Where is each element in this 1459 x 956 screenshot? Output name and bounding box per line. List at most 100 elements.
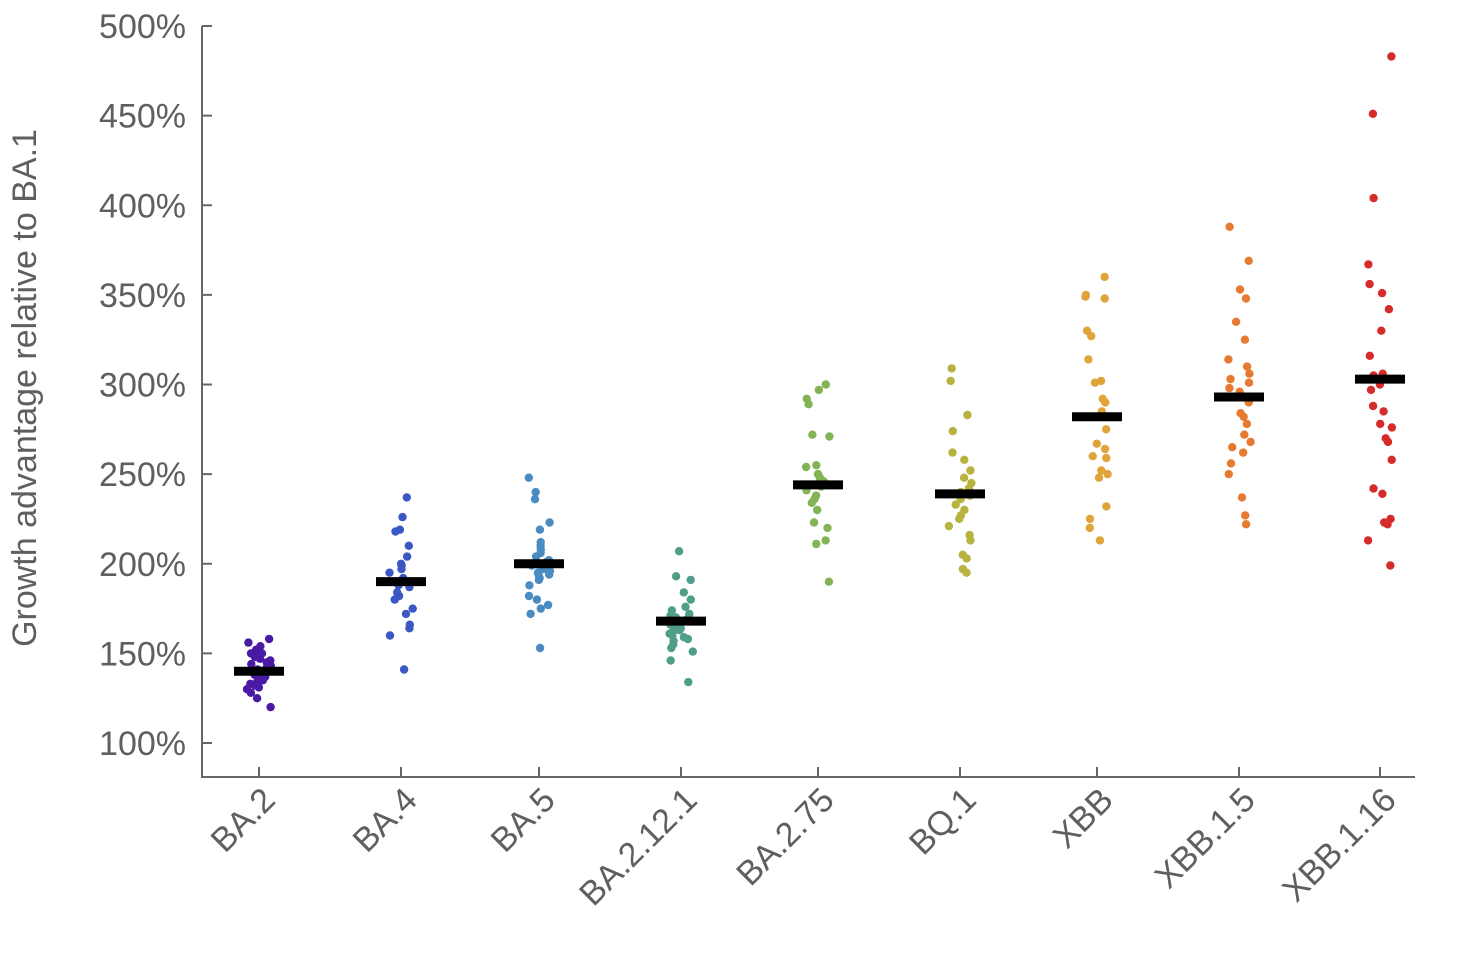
data-point: [683, 634, 693, 644]
data-point: [1088, 452, 1097, 461]
data-point: [667, 643, 676, 653]
data-point: [1384, 305, 1394, 314]
data-point: [946, 376, 955, 386]
data-point: [536, 604, 545, 613]
y-tick-label: 400%: [99, 187, 186, 225]
data-point: [398, 512, 407, 522]
data-point: [960, 455, 969, 464]
data-point: [530, 495, 540, 504]
data-point: [1226, 459, 1236, 468]
data-point: [1242, 362, 1252, 371]
data-point: [404, 541, 413, 550]
data-point: [1240, 335, 1250, 344]
data-point: [1224, 355, 1233, 364]
data-point: [1368, 109, 1378, 119]
data-point: [666, 656, 675, 665]
data-point: [252, 694, 262, 703]
data-point: [531, 487, 540, 497]
data-point: [813, 505, 822, 515]
data-point: [681, 602, 690, 611]
data-point: [1085, 523, 1095, 533]
data-point: [1377, 288, 1387, 298]
data-point: [686, 595, 695, 604]
data-point: [812, 461, 821, 470]
data-point: [684, 677, 693, 687]
data-point: [824, 577, 834, 586]
data-point: [1225, 222, 1234, 231]
x-tick-label: XBB.1.16: [1275, 781, 1403, 909]
data-point: [1084, 355, 1093, 364]
data-point: [688, 647, 697, 656]
data-point: [244, 638, 253, 647]
y-tick-label: 100%: [99, 725, 186, 763]
data-point: [823, 523, 832, 533]
x-ticks: BA.2 BA.4 BA.5 BA.2.12.1 BA.2.75 BQ.1 XBB XBB.1…: [204, 767, 1404, 913]
data-point: [807, 498, 816, 507]
y-tick-label: 350%: [99, 277, 186, 315]
data-point: [1242, 419, 1252, 429]
data-point: [1244, 378, 1254, 387]
data-point: [1101, 398, 1110, 407]
data-point: [1103, 469, 1112, 479]
data-point: [1365, 351, 1375, 360]
data-point: [944, 521, 954, 531]
data-point: [254, 683, 264, 692]
data-point: [247, 659, 256, 669]
data-point: [675, 625, 684, 635]
data-point: [1102, 453, 1111, 463]
y-tick-label: 500%: [99, 8, 186, 46]
axes: [201, 26, 1415, 778]
data-point: [1101, 425, 1111, 434]
data-point: [264, 634, 274, 644]
y-axis-title: Growth advantage relative to BA.1: [6, 129, 44, 647]
data-point: [1369, 484, 1378, 493]
data-point: [1386, 561, 1395, 570]
data-point: [1241, 520, 1251, 529]
y-ticks: 100% 150% 200% 250% 300% 350% 400% 450% 500%: [99, 8, 212, 763]
data-point: [534, 575, 544, 585]
data-point: [804, 400, 813, 409]
data-point: [391, 527, 400, 536]
data-point: [532, 595, 542, 604]
data-point: [1085, 514, 1095, 524]
data-points: [242, 52, 1397, 712]
x-tick-label: BA.2: [204, 781, 283, 860]
data-point: [1228, 443, 1237, 452]
data-point: [1094, 473, 1104, 482]
data-point: [401, 609, 411, 619]
data-point: [1369, 193, 1378, 203]
data-point: [1081, 292, 1090, 301]
data-point: [545, 570, 554, 579]
data-point: [1387, 455, 1396, 464]
data-point: [959, 473, 969, 482]
data-point: [947, 364, 956, 373]
data-point: [1387, 52, 1396, 61]
data-point: [955, 514, 964, 524]
data-point: [1379, 407, 1388, 416]
data-point: [679, 588, 688, 597]
data-point: [545, 518, 554, 527]
data-point: [825, 432, 834, 441]
data-point: [402, 493, 411, 502]
data-point: [402, 552, 412, 561]
data-point: [246, 688, 256, 697]
data-point: [255, 654, 265, 663]
data-point: [1226, 374, 1235, 384]
data-point: [397, 564, 406, 574]
data-point: [390, 595, 399, 604]
x-tick-label: BA.5: [484, 781, 563, 860]
data-point: [543, 600, 553, 610]
data-point: [1231, 317, 1241, 326]
data-point: [1100, 444, 1110, 454]
y-tick-label: 450%: [99, 98, 186, 136]
data-point: [1225, 383, 1234, 393]
x-tick-label: XBB: [1046, 781, 1121, 856]
data-point: [385, 631, 395, 640]
y-tick-label: 300%: [99, 367, 186, 405]
x-tick-label: XBB.1.5: [1148, 781, 1263, 896]
data-point: [1087, 331, 1096, 341]
median-bars: [234, 374, 1405, 676]
x-tick-label: BA.2.75: [729, 781, 841, 893]
data-point: [1244, 256, 1253, 265]
